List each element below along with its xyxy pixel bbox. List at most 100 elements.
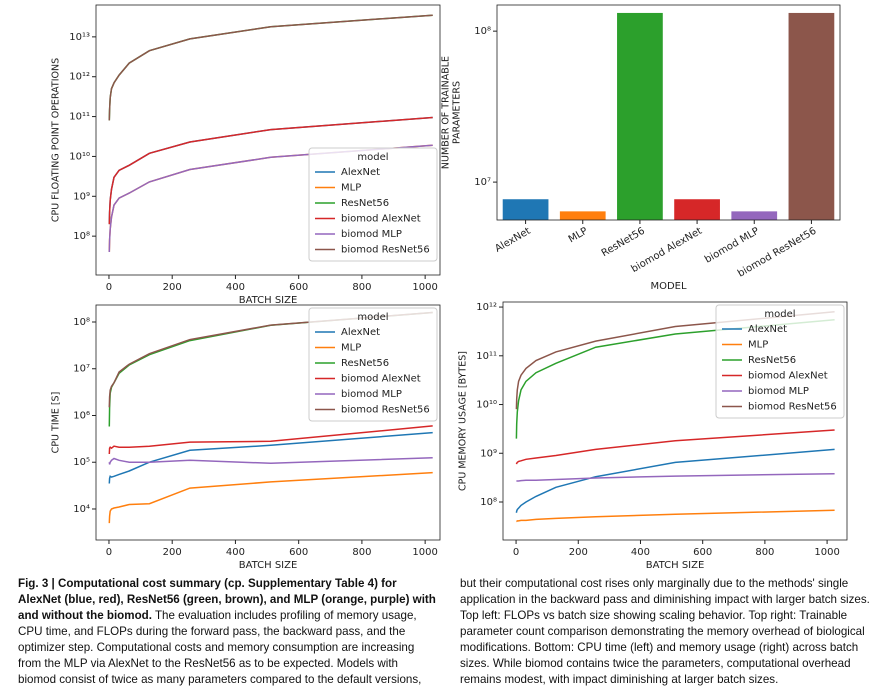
legend-box xyxy=(308,307,438,422)
x-tick-label: 0 xyxy=(513,547,519,558)
legend-title: model xyxy=(764,309,795,320)
series-line xyxy=(108,471,433,524)
x-tick-label: 600 xyxy=(289,282,308,293)
series-line xyxy=(515,448,835,513)
y-tick-label: 10¹¹ xyxy=(69,112,90,123)
y-tick-label: 10⁵ xyxy=(73,457,90,468)
x-tick-label: 800 xyxy=(352,282,371,293)
legend-title: model xyxy=(357,312,388,323)
plot-frame xyxy=(496,4,841,221)
legend-label: ResNet56 xyxy=(341,358,389,369)
bar xyxy=(502,199,549,220)
series-line xyxy=(108,456,433,465)
y-tick-label: 10⁹ xyxy=(480,448,497,459)
legend-label: biomod ResNet56 xyxy=(341,245,430,256)
bar xyxy=(617,12,663,220)
y-tick-label: 10⁷ xyxy=(73,364,90,375)
series-line xyxy=(515,429,835,465)
y-tick-label: 10⁷ xyxy=(474,177,491,188)
plot-frame xyxy=(95,304,441,541)
figure: 10⁸ 10⁹ 10¹⁰ 10¹¹ 10¹² 10¹³ CPU FLOATING POINT… xyxy=(51,4,848,571)
x-tick-label: 0 xyxy=(106,282,112,293)
legend-label: biomod ResNet56 xyxy=(341,405,430,416)
caption-title: Fig. 3 | Computational cost summary (cp.… xyxy=(18,577,436,622)
legend-label: biomod AlexNet xyxy=(341,214,421,225)
y-tick-label: 10⁶ xyxy=(73,410,90,421)
series-line xyxy=(516,472,835,482)
x-tick-label: 800 xyxy=(352,547,371,558)
bar xyxy=(731,211,778,220)
x-tick-label: 600 xyxy=(289,547,308,558)
series-line xyxy=(515,318,835,439)
legend-label: MLP xyxy=(341,183,361,194)
x-tick-label: 800 xyxy=(755,547,774,558)
series-line xyxy=(108,116,433,225)
legend-label: biomod AlexNet xyxy=(341,374,421,385)
series-line xyxy=(108,311,433,408)
x-tick-label: MLP xyxy=(567,226,590,246)
x-tick-label: 400 xyxy=(631,547,650,558)
y-tick-label: 10⁸ xyxy=(73,317,90,328)
x-axis-label: BATCH SIZE xyxy=(239,560,298,571)
plot-frame xyxy=(95,4,441,276)
y-tick-label: 10¹² xyxy=(69,72,90,83)
x-tick-label: 200 xyxy=(163,547,182,558)
legend-label: biomod MLP xyxy=(341,229,402,240)
y-tick-label: 10⁸ xyxy=(480,497,497,508)
y-axis-label: PARAMETERS xyxy=(452,81,463,144)
caption: Fig. 3 | Computational cost summary (cp.… xyxy=(18,576,880,688)
y-tick-label: 10¹² xyxy=(476,302,497,313)
x-tick-label: ResNet56 xyxy=(600,226,647,260)
legend-label: biomod MLP xyxy=(341,389,402,400)
x-axis-label: BATCH SIZE xyxy=(646,560,705,571)
y-axis-label: CPU MEMORY USAGE [BYTES] xyxy=(458,351,469,491)
bar xyxy=(559,211,606,220)
y-tick-label: 10¹³ xyxy=(69,32,90,43)
legend-label: MLP xyxy=(748,340,768,351)
legend: model AlexNet MLP ResNet56 biomod AlexNet bio… xyxy=(308,307,438,422)
x-tick-label: 600 xyxy=(693,547,712,558)
bar xyxy=(788,12,835,220)
x-axis-label: MODEL xyxy=(650,281,687,292)
x-tick-label: AlexNet xyxy=(493,226,532,255)
series-line xyxy=(108,431,433,484)
legend-box xyxy=(715,304,845,419)
y-tick-label: 10¹⁰ xyxy=(476,400,497,411)
caption-text: The evaluation includes profiling of mem… xyxy=(18,577,870,686)
series-line xyxy=(515,311,835,410)
legend-label: biomod AlexNet xyxy=(748,371,828,382)
x-tick-label: 400 xyxy=(226,282,245,293)
y-tick-label: 10⁸ xyxy=(73,231,90,242)
legend-label: AlexNet xyxy=(748,324,787,335)
series-line xyxy=(108,144,433,253)
series-line xyxy=(108,14,433,121)
y-axis-label: CPU TIME [S] xyxy=(51,392,62,454)
y-tick-label: 10¹⁰ xyxy=(69,151,90,162)
y-tick-label: 10⁹ xyxy=(73,191,90,202)
x-tick-label: 200 xyxy=(569,547,588,558)
legend-label: ResNet56 xyxy=(341,198,389,209)
legend-label: biomod ResNet56 xyxy=(748,402,837,413)
legend-label: biomod MLP xyxy=(748,386,809,397)
legend: model AlexNet MLP ResNet56 biomod AlexNet bio… xyxy=(308,147,438,262)
y-tick-label: 10⁸ xyxy=(474,26,491,37)
series-line xyxy=(516,509,835,523)
x-axis-label: BATCH SIZE xyxy=(239,295,298,306)
y-axis-label: CPU FLOATING POINT OPERATIONS xyxy=(51,58,62,222)
y-tick-label: 10⁴ xyxy=(73,504,90,515)
x-tick-label: 1000 xyxy=(412,547,437,558)
legend-label: ResNet56 xyxy=(748,355,796,366)
bar xyxy=(674,199,720,220)
x-tick-label: 0 xyxy=(106,547,112,558)
y-axis-label: NUMBER OF TRAINABLE xyxy=(441,56,452,169)
x-tick-label: 400 xyxy=(226,547,245,558)
x-tick-label: 200 xyxy=(163,282,182,293)
legend-label: AlexNet xyxy=(341,327,380,338)
legend-label: AlexNet xyxy=(341,167,380,178)
x-tick-label: 1000 xyxy=(412,282,437,293)
series-line xyxy=(108,14,433,121)
x-tick-label: 1000 xyxy=(814,547,839,558)
legend: model AlexNet MLP ResNet56 biomod AlexNet bio… xyxy=(715,304,845,419)
series-line xyxy=(108,425,433,455)
